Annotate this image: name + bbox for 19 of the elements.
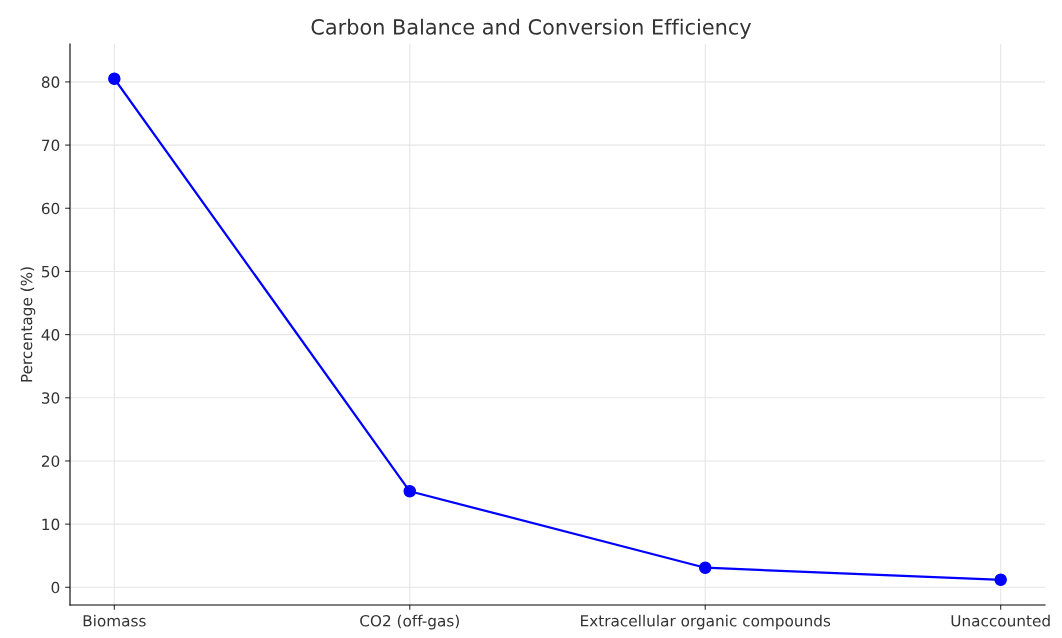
y-tick-label: 10 [42, 518, 60, 531]
point [994, 573, 1007, 586]
y-tick-label: 30 [42, 392, 60, 404]
x-tick-label: Unaccounted [951, 614, 1050, 627]
x-tick-label: Extracellular organic compounds [581, 614, 831, 630]
y-tick-label: 50 [42, 265, 60, 278]
point [698, 561, 712, 574]
point [108, 72, 121, 85]
y-tick-label: 70 [42, 139, 60, 152]
y-tick-label: 0 [51, 581, 60, 594]
x-tick-label: Biomass [83, 614, 146, 627]
x-tick-label: CO2 (off-gas) [360, 614, 459, 630]
y-tick-label: 40 [41, 329, 60, 341]
y-tick-label: 80 [41, 76, 60, 88]
y-tick-label: 20 [41, 455, 60, 467]
y-tick-label: 60 [41, 202, 60, 215]
y-axis-title: Percentage (%) [20, 267, 36, 382]
chart-title: Carbon Balance and Conversion Efficiency [311, 18, 752, 39]
point [403, 485, 417, 498]
